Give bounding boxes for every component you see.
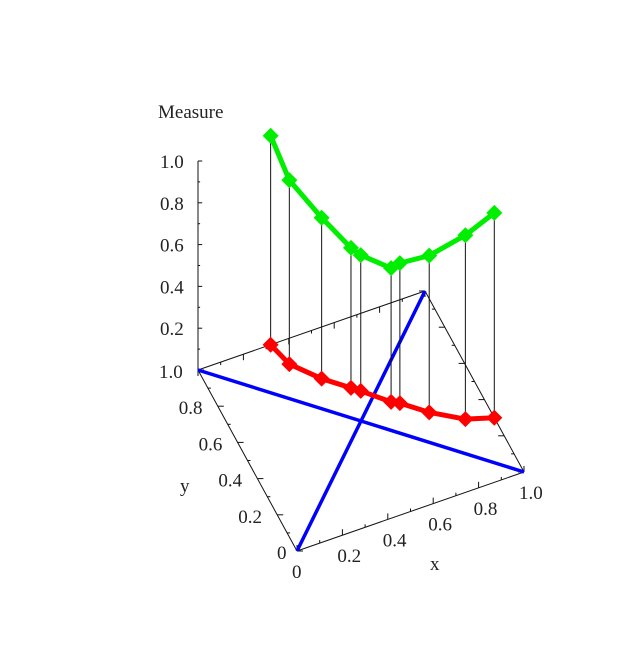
measure-series-marker bbox=[313, 209, 330, 226]
floor-series-line bbox=[268, 342, 495, 422]
x-tick-label: 0 bbox=[292, 562, 302, 583]
y-tick-label: 0.6 bbox=[199, 434, 223, 455]
x-tick-label: 0.4 bbox=[383, 530, 407, 551]
y-tick-label: 1.0 bbox=[159, 362, 183, 383]
measure-series-marker bbox=[457, 227, 474, 244]
z-tick-label: 1.0 bbox=[160, 152, 184, 173]
x-tick-label: 0.6 bbox=[428, 515, 452, 536]
y-axis-label: y bbox=[180, 476, 190, 497]
y-tick-label: 0.4 bbox=[218, 471, 242, 492]
floor-series-marker bbox=[457, 411, 474, 428]
floor-series-marker bbox=[421, 404, 438, 421]
floor-series-marker bbox=[391, 395, 408, 412]
x-axis-label: x bbox=[430, 554, 440, 575]
y-tick-label: 0.8 bbox=[179, 398, 203, 419]
floor-series-marker bbox=[352, 382, 369, 399]
x-tick-label: 0.2 bbox=[337, 546, 361, 567]
measure-series-line bbox=[268, 134, 496, 271]
z-tick-label: 0.6 bbox=[160, 236, 184, 257]
measure-series-marker bbox=[342, 239, 359, 256]
x-tick-label: 1.0 bbox=[519, 483, 543, 504]
measure-series-marker bbox=[352, 247, 369, 264]
floor-series-marker bbox=[486, 409, 503, 426]
reference-line bbox=[295, 290, 427, 552]
measure-series-marker bbox=[262, 127, 279, 144]
z-tick-label: 0.2 bbox=[160, 319, 184, 340]
z-tick-label: 0.4 bbox=[160, 277, 184, 298]
measure-series-marker bbox=[391, 255, 408, 272]
measure-series-marker bbox=[281, 172, 298, 189]
floor-series-marker bbox=[313, 370, 330, 387]
z-tick-label: 0.8 bbox=[160, 194, 184, 215]
x-tick-label: 0.8 bbox=[474, 499, 498, 520]
y-tick-label: 0.2 bbox=[238, 507, 262, 528]
floor-series-marker bbox=[262, 336, 279, 353]
measure-series-marker bbox=[486, 204, 503, 221]
z-axis-label: Measure bbox=[158, 102, 223, 123]
y-tick-label: 0 bbox=[277, 543, 287, 564]
measure-series-marker bbox=[421, 247, 438, 264]
floor-series-marker bbox=[281, 356, 298, 373]
